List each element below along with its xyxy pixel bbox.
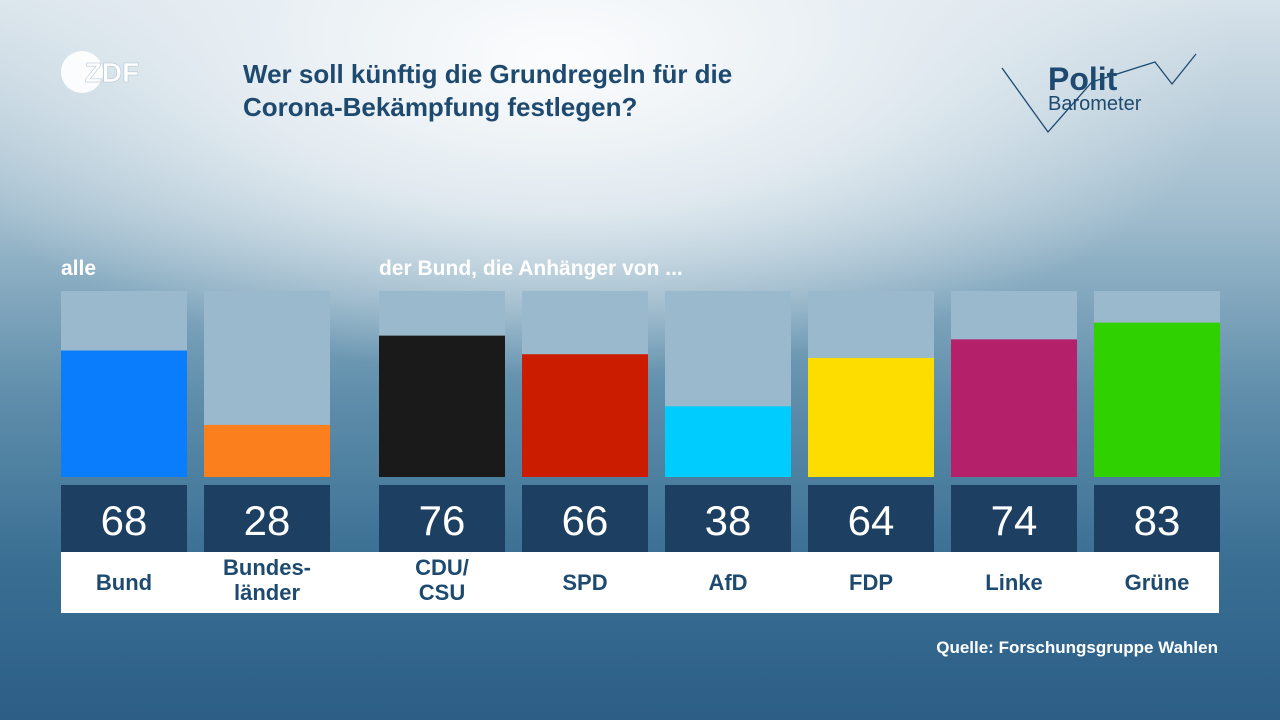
category-label-linke: Linke [985,570,1042,595]
value-box-linke [951,485,1077,552]
chart-title-line-1: Wer soll künftig die Grundregeln für die [243,59,733,89]
bar-spd [522,354,648,477]
zdf-logo: ZDF [61,51,139,93]
zdf-logo-text: ZDF [85,57,139,88]
value-box-spd [522,485,648,552]
value-box-grüne [1094,485,1220,552]
source-note: Quelle: Forschungsgruppe Wahlen [936,638,1218,657]
category-label-afd: AfD [708,570,747,595]
chart-title-line-2: Corona-Bekämpfung festlegen? [243,92,638,122]
group-label-parties: der Bund, die Anhänger von ... [379,257,683,280]
value-box-afd [665,485,791,552]
value-label-cdu-csu: 76 [419,497,466,544]
category-label-grüne: Grüne [1125,570,1190,595]
value-box-cdu-csu [379,485,505,552]
category-label-bund: Bund [96,570,152,595]
value-label-bund: 68 [101,497,148,544]
bar-cdu-csu [379,335,505,477]
value-label-grüne: 83 [1134,497,1181,544]
value-box-fdp [808,485,934,552]
bar-bund [61,350,187,477]
category-label-row [61,552,1219,613]
category-label-spd: SPD [562,570,607,595]
value-label-afd: 38 [705,497,752,544]
politbarometer-logo-line-1: Polit [1048,61,1118,97]
bar-grüne [1094,322,1220,477]
politbarometer-logo-line-2: Barometer [1048,93,1142,115]
category-label-bundesländer: Bundes-länder [223,555,311,605]
bar-bundesländer [204,424,330,477]
bar-afd [665,406,791,477]
value-box-bund [61,485,187,552]
value-label-linke: 74 [991,497,1038,544]
category-label-cdu-csu: CDU/CSU [415,555,469,605]
value-box-bundesländer [204,485,330,552]
category-label-line: CDU/ [415,555,469,580]
bar-fdp [808,357,934,477]
bar-linke [951,339,1077,477]
politbarometer-logo: Polit Barometer [1001,53,1197,134]
category-label-line: länder [234,580,300,605]
chart-title: Wer soll künftig die Grundregeln für die… [243,58,943,124]
value-label-bundesländer: 28 [244,497,291,544]
value-label-spd: 66 [562,497,609,544]
category-label-fdp: FDP [849,570,893,595]
category-label-line: CSU [419,580,465,605]
category-label-line: Bundes- [223,555,311,580]
group-label-all: alle [61,257,97,280]
value-label-fdp: 64 [848,497,895,544]
